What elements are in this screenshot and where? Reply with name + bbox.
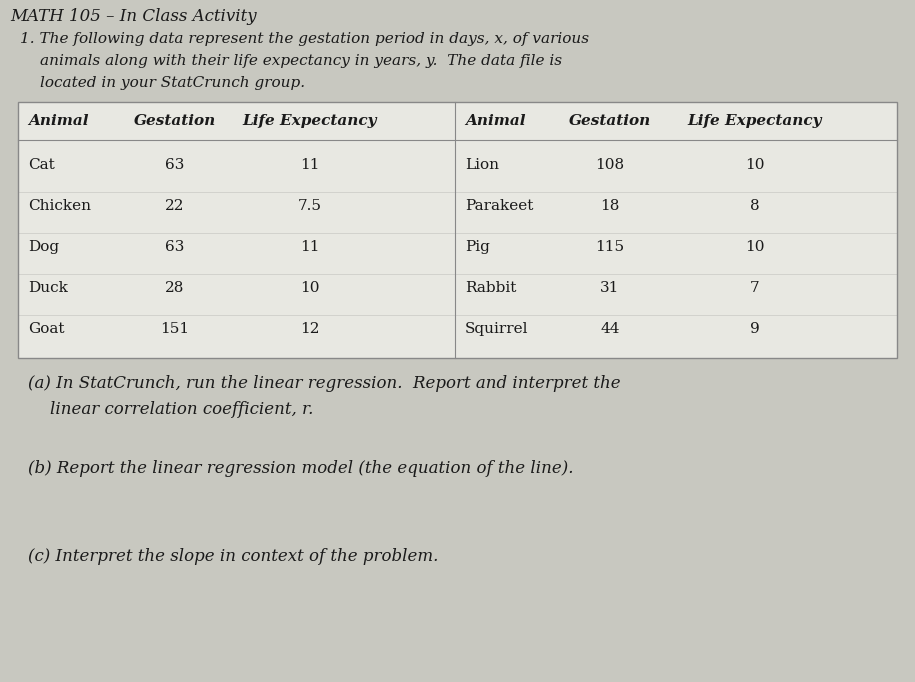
Text: 18: 18	[600, 199, 619, 213]
Text: MATH 105 – In Class Activity: MATH 105 – In Class Activity	[10, 8, 256, 25]
Text: 44: 44	[600, 322, 619, 336]
Text: Squirrel: Squirrel	[465, 322, 529, 336]
Text: Parakeet: Parakeet	[465, 199, 533, 213]
Text: 31: 31	[600, 281, 619, 295]
Text: Animal: Animal	[28, 114, 89, 128]
Text: Duck: Duck	[28, 281, 68, 295]
Text: 7: 7	[750, 281, 759, 295]
Text: linear correlation coefficient, r.: linear correlation coefficient, r.	[50, 401, 313, 418]
Text: Pig: Pig	[465, 240, 490, 254]
Text: 115: 115	[596, 240, 625, 254]
Text: Goat: Goat	[28, 322, 64, 336]
Text: 10: 10	[300, 281, 319, 295]
Text: located in your StatCrunch group.: located in your StatCrunch group.	[40, 76, 305, 90]
Text: 108: 108	[596, 158, 625, 172]
Text: Cat: Cat	[28, 158, 55, 172]
Text: 28: 28	[166, 281, 185, 295]
Text: Gestation: Gestation	[134, 114, 216, 128]
Text: (c) Interpret the slope in context of the problem.: (c) Interpret the slope in context of th…	[28, 548, 438, 565]
Text: 151: 151	[160, 322, 189, 336]
Text: 7.5: 7.5	[298, 199, 322, 213]
Text: 63: 63	[166, 158, 185, 172]
Text: Gestation: Gestation	[569, 114, 651, 128]
Text: 9: 9	[750, 322, 759, 336]
Text: Rabbit: Rabbit	[465, 281, 516, 295]
Text: (b) Report the linear regression model (the equation of the line).: (b) Report the linear regression model (…	[28, 460, 574, 477]
Text: Chicken: Chicken	[28, 199, 91, 213]
Text: animals along with their life expectancy in years, y.  The data file is: animals along with their life expectancy…	[40, 54, 562, 68]
Text: 10: 10	[745, 158, 765, 172]
Text: Lion: Lion	[465, 158, 499, 172]
Text: 10: 10	[745, 240, 765, 254]
Text: Dog: Dog	[28, 240, 59, 254]
Text: 22: 22	[166, 199, 185, 213]
Text: 12: 12	[300, 322, 319, 336]
Text: Life Expectancy: Life Expectancy	[688, 114, 823, 128]
Text: 8: 8	[750, 199, 759, 213]
Text: Life Expectancy: Life Expectancy	[242, 114, 377, 128]
Text: 1. The following data represent the gestation period in days, x, of various: 1. The following data represent the gest…	[20, 32, 589, 46]
Text: 11: 11	[300, 240, 319, 254]
Text: (a) In StatCrunch, run the linear regression.  Report and interpret the: (a) In StatCrunch, run the linear regres…	[28, 375, 620, 392]
FancyBboxPatch shape	[18, 102, 897, 358]
Text: Animal: Animal	[465, 114, 525, 128]
Text: 63: 63	[166, 240, 185, 254]
Text: 11: 11	[300, 158, 319, 172]
